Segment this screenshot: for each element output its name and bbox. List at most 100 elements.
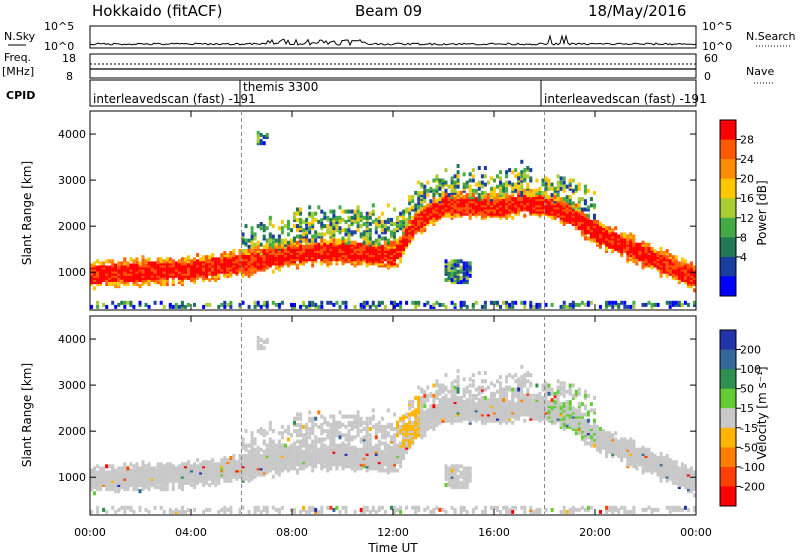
power-cell — [590, 197, 593, 201]
velocity-cell — [457, 369, 460, 373]
velocity-cell — [314, 508, 317, 512]
power-cell — [608, 301, 611, 305]
velocity-cell — [414, 510, 417, 514]
velocity-cell — [117, 471, 120, 475]
power-cell — [260, 139, 263, 143]
power-cell — [623, 305, 626, 309]
velocity-cell — [96, 510, 99, 514]
velocity-cell — [423, 404, 426, 408]
power-cell — [384, 264, 387, 268]
power-cell — [566, 185, 569, 189]
velocity-cell — [375, 427, 378, 431]
power-cell — [332, 303, 335, 307]
power-cell — [187, 255, 190, 259]
power-cell — [287, 261, 290, 265]
velocity-cell — [348, 429, 351, 433]
velocity-cell — [405, 506, 408, 510]
power-cell — [523, 168, 526, 172]
velocity-cell — [217, 479, 220, 483]
power-cell — [254, 301, 257, 305]
power-cell — [357, 214, 360, 218]
velocity-cell — [435, 379, 438, 383]
power-cell — [181, 257, 184, 261]
velocity-cell — [460, 481, 463, 485]
velocity-cell — [472, 384, 475, 388]
power-cell — [563, 301, 566, 305]
power-cell — [557, 193, 560, 197]
power-cell — [342, 228, 345, 232]
velocity-cell — [145, 508, 148, 512]
power-cell — [660, 251, 663, 255]
power-cell — [120, 266, 123, 270]
velocity-cell — [354, 425, 357, 429]
velocity-cell — [181, 462, 184, 466]
power-cell — [551, 303, 554, 307]
velocity-cell — [448, 466, 451, 470]
power-cell — [245, 239, 248, 243]
y-tick-label: 1000 — [58, 266, 86, 279]
velocity-cell — [339, 510, 342, 514]
power-cell — [248, 305, 251, 309]
power-cell — [557, 185, 560, 189]
velocity-cell — [296, 413, 299, 417]
power-cell — [263, 135, 266, 139]
power-cell — [160, 280, 163, 284]
power-cell — [117, 266, 120, 270]
power-cell — [281, 226, 284, 230]
velocity-cell — [351, 415, 354, 419]
power-cell — [296, 208, 299, 212]
power-cell — [445, 268, 448, 272]
velocity-cell — [366, 429, 369, 433]
velocity-cell — [126, 466, 129, 470]
velocity-cell — [466, 510, 469, 514]
power-cell — [154, 261, 157, 265]
power-cell — [505, 216, 508, 220]
power-cell — [599, 305, 602, 309]
power-cell — [454, 303, 457, 307]
velocity-cell — [320, 427, 323, 431]
velocity-cell — [426, 506, 429, 510]
velocity-cell — [360, 448, 363, 452]
power-cell — [684, 301, 687, 305]
power-cell — [584, 303, 587, 307]
velocity-cell — [348, 421, 351, 425]
power-cell — [193, 303, 196, 307]
velocity-cell — [117, 487, 120, 491]
velocity-cell — [111, 464, 114, 468]
power-cell — [351, 210, 354, 214]
velocity-cell — [348, 446, 351, 450]
power-cell — [505, 197, 508, 201]
power-cell — [354, 241, 357, 245]
power-cell — [681, 303, 684, 307]
power-cell — [669, 253, 672, 257]
velocity-cell — [299, 450, 302, 454]
power-cell — [605, 301, 608, 305]
power-cell — [278, 303, 281, 307]
velocity-cell — [408, 421, 411, 425]
velocity-cell — [184, 510, 187, 514]
power-cell — [393, 235, 396, 239]
velocity-cell — [345, 506, 348, 510]
velocity-cell — [387, 431, 390, 435]
velocity-cell — [384, 469, 387, 473]
power-cell — [339, 226, 342, 230]
velocity-cell — [384, 442, 387, 446]
freq-tick-bottom: 8 — [66, 70, 73, 83]
velocity-cell — [332, 415, 335, 419]
power-cell — [678, 301, 681, 305]
velocity-cell — [302, 437, 305, 441]
power-cell — [269, 243, 272, 247]
power-cell — [254, 249, 257, 253]
velocity-cell — [136, 469, 139, 473]
power-cell — [678, 261, 681, 265]
power-cell — [157, 264, 160, 268]
velocity-cell — [463, 506, 466, 510]
power-cell — [263, 301, 266, 305]
velocity-cell — [354, 446, 357, 450]
power-cell — [466, 193, 469, 197]
velocity-cell — [293, 417, 296, 421]
power-cell — [426, 301, 429, 305]
velocity-cell — [136, 462, 139, 466]
velocity-cell — [314, 423, 317, 427]
power-cell — [672, 255, 675, 259]
